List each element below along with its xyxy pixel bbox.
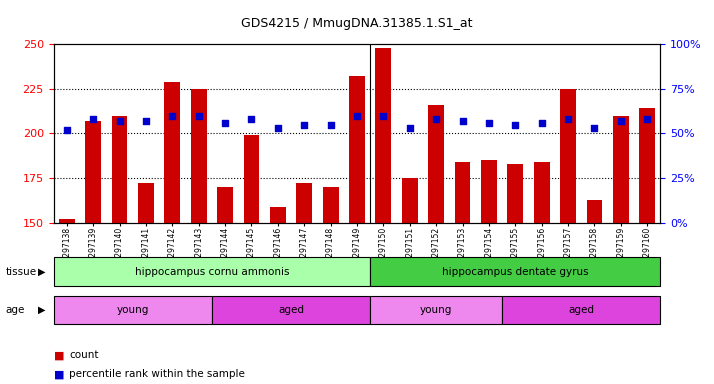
Bar (270, 207, 286, 223)
Bar (455, 162, 471, 223)
Bar (587, 200, 603, 223)
Text: ▶: ▶ (38, 305, 45, 315)
Bar (323, 187, 338, 223)
Point (563, 116, 574, 122)
Bar (481, 160, 497, 223)
Point (140, 118, 151, 124)
Bar (639, 108, 655, 223)
Point (615, 118, 627, 124)
Text: aged: aged (278, 305, 304, 315)
Bar (560, 89, 576, 223)
Bar (349, 76, 365, 223)
Bar (402, 178, 418, 223)
Text: ■: ■ (54, 369, 64, 379)
Point (510, 121, 521, 127)
Bar (296, 184, 312, 223)
Bar (164, 82, 180, 223)
Bar (217, 187, 233, 223)
Point (246, 116, 257, 122)
Point (536, 120, 548, 126)
Bar (85, 121, 101, 223)
Bar (59, 219, 75, 223)
Point (87, 116, 99, 122)
Text: hippocampus dentate gyrus: hippocampus dentate gyrus (442, 266, 588, 277)
Text: age: age (6, 305, 25, 315)
Point (483, 120, 495, 126)
Bar (428, 105, 444, 223)
Point (589, 125, 600, 131)
Text: aged: aged (568, 305, 594, 315)
Text: count: count (69, 350, 99, 360)
Point (431, 116, 442, 122)
Point (378, 113, 389, 119)
Bar (243, 135, 259, 223)
Point (166, 113, 178, 119)
Text: ■: ■ (54, 350, 64, 360)
Point (219, 120, 231, 126)
Point (298, 121, 310, 127)
Point (114, 118, 125, 124)
Bar (111, 116, 127, 223)
Bar (534, 162, 550, 223)
Text: tissue: tissue (6, 266, 37, 277)
Text: percentile rank within the sample: percentile rank within the sample (69, 369, 245, 379)
Bar (508, 164, 523, 223)
Text: ▶: ▶ (38, 266, 45, 277)
Text: young: young (116, 305, 149, 315)
Point (272, 125, 283, 131)
Point (457, 118, 468, 124)
Point (404, 125, 416, 131)
Text: GDS4215 / MmugDNA.31385.1.S1_at: GDS4215 / MmugDNA.31385.1.S1_at (241, 17, 473, 30)
Text: hippocampus cornu ammonis: hippocampus cornu ammonis (135, 266, 289, 277)
Text: young: young (420, 305, 453, 315)
Point (61, 127, 72, 133)
Point (351, 113, 363, 119)
Point (642, 116, 653, 122)
Bar (376, 48, 391, 223)
Point (325, 121, 336, 127)
Bar (138, 184, 154, 223)
Bar (191, 89, 206, 223)
Point (193, 113, 204, 119)
Bar (613, 116, 629, 223)
